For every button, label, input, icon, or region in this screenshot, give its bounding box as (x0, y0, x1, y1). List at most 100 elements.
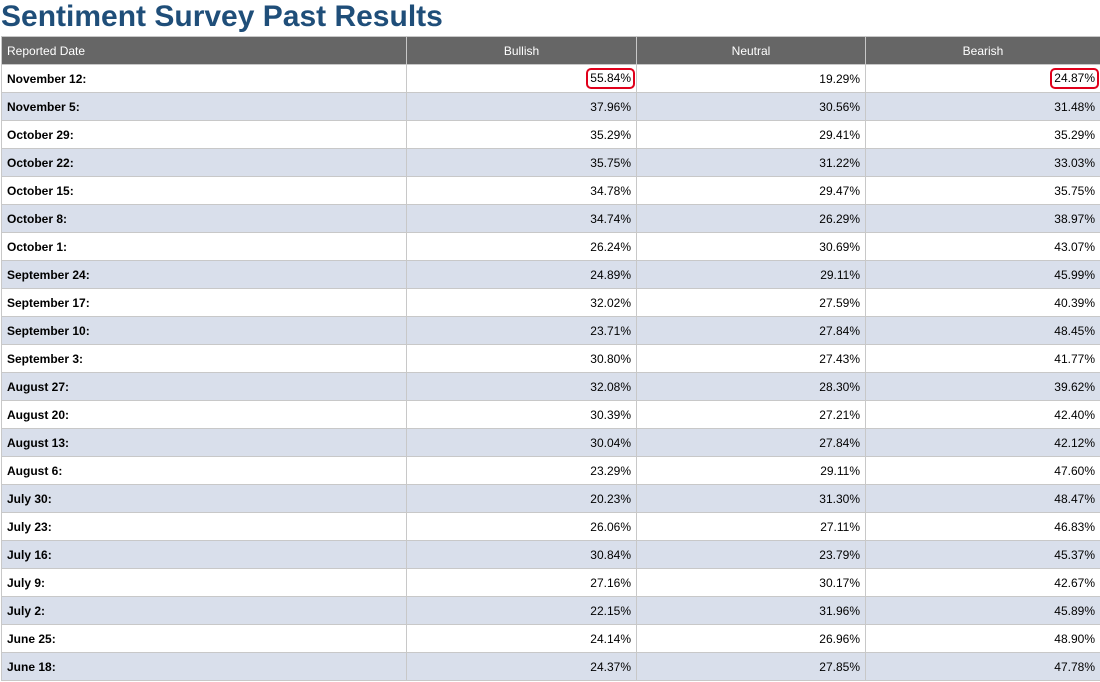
bullish-cell: 37.96% (406, 92, 637, 121)
bearish-cell: 45.37% (865, 540, 1100, 569)
table-row: August 13: 30.04% 27.84% 42.12% (1, 428, 1100, 457)
table-row: October 1: 26.24% 30.69% 43.07% (1, 232, 1100, 261)
table-row: July 23: 26.06% 27.11% 46.83% (1, 512, 1100, 541)
reported-date-cell: July 9: (1, 568, 407, 597)
reported-date-cell: October 29: (1, 120, 407, 149)
reported-date-cell: July 16: (1, 540, 407, 569)
bearish-cell: 43.07% (865, 232, 1100, 261)
table-row: November 5: 37.96% 30.56% 31.48% (1, 92, 1100, 121)
table-row: July 2: 22.15% 31.96% 45.89% (1, 596, 1100, 625)
bearish-cell: 47.60% (865, 456, 1100, 485)
bullish-cell: 24.89% (406, 260, 637, 289)
neutral-cell: 27.21% (636, 400, 866, 429)
bullish-cell: 22.15% (406, 596, 637, 625)
table-header: Reported Date Bullish Neutral Bearish (1, 36, 1100, 65)
neutral-cell: 27.85% (636, 652, 866, 681)
reported-date-cell: June 18: (1, 652, 407, 681)
bullish-cell: 27.16% (406, 568, 637, 597)
bearish-cell: 48.47% (865, 484, 1100, 513)
bearish-cell: 47.78% (865, 652, 1100, 681)
neutral-cell: 27.84% (636, 316, 866, 345)
table-row: November 12: 55.84% 19.29% 24.87% (1, 64, 1100, 93)
table-row: August 6: 23.29% 29.11% 47.60% (1, 456, 1100, 485)
table-row: July 30: 20.23% 31.30% 48.47% (1, 484, 1100, 513)
bullish-cell: 34.74% (406, 204, 637, 233)
neutral-cell: 26.29% (636, 204, 866, 233)
bullish-cell: 55.84% (406, 64, 637, 93)
neutral-cell: 19.29% (636, 64, 866, 93)
table-row: September 3: 30.80% 27.43% 41.77% (1, 344, 1100, 373)
header-row: Reported Date Bullish Neutral Bearish (1, 36, 1100, 65)
bullish-cell: 35.29% (406, 120, 637, 149)
neutral-cell: 31.96% (636, 596, 866, 625)
reported-date-cell: July 2: (1, 596, 407, 625)
reported-date-cell: September 24: (1, 260, 407, 289)
header-reported-date: Reported Date (1, 36, 407, 65)
header-bullish: Bullish (406, 36, 637, 65)
table-body: November 12: 55.84% 19.29% 24.87% November 5… (1, 64, 1100, 681)
neutral-cell: 29.11% (636, 260, 866, 289)
neutral-cell: 29.41% (636, 120, 866, 149)
bullish-cell: 35.75% (406, 148, 637, 177)
neutral-cell: 29.47% (636, 176, 866, 205)
header-bearish: Bearish (865, 36, 1100, 65)
table-row: October 29: 35.29% 29.41% 35.29% (1, 120, 1100, 149)
bullish-cell: 30.04% (406, 428, 637, 457)
bearish-cell: 42.12% (865, 428, 1100, 457)
bearish-cell: 45.99% (865, 260, 1100, 289)
reported-date-cell: August 13: (1, 428, 407, 457)
reported-date-cell: September 10: (1, 316, 407, 345)
neutral-cell: 27.11% (636, 512, 866, 541)
bullish-cell: 30.80% (406, 344, 637, 373)
sentiment-results-table: Reported Date Bullish Neutral Bearish No… (1, 36, 1100, 681)
neutral-cell: 30.17% (636, 568, 866, 597)
bullish-cell: 23.29% (406, 456, 637, 485)
reported-date-cell: August 20: (1, 400, 407, 429)
bearish-cell: 24.87% (865, 64, 1100, 93)
reported-date-cell: November 5: (1, 92, 407, 121)
bearish-highlight-marker: 24.87% (1050, 68, 1099, 89)
bearish-cell: 35.29% (865, 120, 1100, 149)
neutral-cell: 30.69% (636, 232, 866, 261)
reported-date-cell: October 22: (1, 148, 407, 177)
table-row: October 8: 34.74% 26.29% 38.97% (1, 204, 1100, 233)
bullish-cell: 32.02% (406, 288, 637, 317)
neutral-cell: 31.30% (636, 484, 866, 513)
bullish-cell: 26.06% (406, 512, 637, 541)
neutral-cell: 23.79% (636, 540, 866, 569)
bullish-cell: 23.71% (406, 316, 637, 345)
table-row: August 27: 32.08% 28.30% 39.62% (1, 372, 1100, 401)
table-row: October 22: 35.75% 31.22% 33.03% (1, 148, 1100, 177)
bullish-cell: 26.24% (406, 232, 637, 261)
reported-date-cell: September 3: (1, 344, 407, 373)
bullish-cell: 32.08% (406, 372, 637, 401)
neutral-cell: 27.43% (636, 344, 866, 373)
neutral-cell: 29.11% (636, 456, 866, 485)
page-title: Sentiment Survey Past Results (1, 0, 443, 33)
table-row: September 10: 23.71% 27.84% 48.45% (1, 316, 1100, 345)
reported-date-cell: August 6: (1, 456, 407, 485)
bearish-cell: 48.90% (865, 624, 1100, 653)
reported-date-cell: July 30: (1, 484, 407, 513)
neutral-cell: 27.59% (636, 288, 866, 317)
neutral-cell: 27.84% (636, 428, 866, 457)
table-row: June 18: 24.37% 27.85% 47.78% (1, 652, 1100, 681)
table-row: September 24: 24.89% 29.11% 45.99% (1, 260, 1100, 289)
table-row: June 25: 24.14% 26.96% 48.90% (1, 624, 1100, 653)
neutral-cell: 31.22% (636, 148, 866, 177)
bearish-cell: 48.45% (865, 316, 1100, 345)
bearish-cell: 35.75% (865, 176, 1100, 205)
bullish-cell: 30.39% (406, 400, 637, 429)
neutral-cell: 28.30% (636, 372, 866, 401)
bullish-cell: 24.37% (406, 652, 637, 681)
bullish-cell: 34.78% (406, 176, 637, 205)
bearish-cell: 46.83% (865, 512, 1100, 541)
bearish-cell: 41.77% (865, 344, 1100, 373)
bearish-cell: 42.67% (865, 568, 1100, 597)
neutral-cell: 26.96% (636, 624, 866, 653)
reported-date-cell: October 8: (1, 204, 407, 233)
reported-date-cell: June 25: (1, 624, 407, 653)
bearish-cell: 38.97% (865, 204, 1100, 233)
bearish-cell: 45.89% (865, 596, 1100, 625)
reported-date-cell: July 23: (1, 512, 407, 541)
